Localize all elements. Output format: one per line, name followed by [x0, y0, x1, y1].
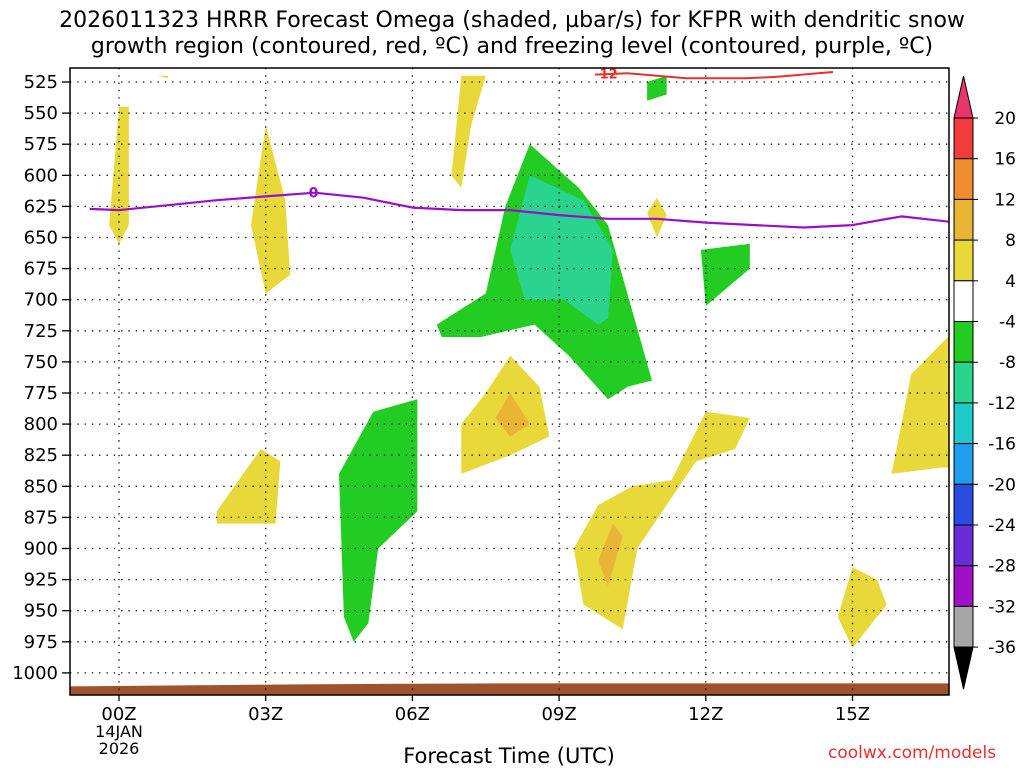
colorbar-label-neg32: -32: [988, 597, 1016, 617]
dgz-contour-label: -12: [594, 68, 618, 83]
omega-region-5: [216, 449, 281, 524]
y-tick-label-550: 550: [24, 103, 58, 124]
colorbar-label-neg28: -28: [988, 557, 1016, 577]
y-tick-label-625: 625: [24, 196, 58, 217]
y-tick-label-775: 775: [24, 383, 58, 404]
colorbar-segment-5: [953, 280, 974, 322]
y-tick-label-600: 600: [24, 165, 58, 186]
y-tick-label-700: 700: [24, 290, 58, 311]
colorbar-segment-4: [953, 239, 974, 282]
title-line-1: 2026011323 HRRR Forecast Omega (shaded, …: [59, 8, 965, 33]
y-tick-label-975: 975: [24, 632, 58, 653]
omega-region-4: [158, 75, 168, 79]
colorbar-segment-7: [953, 361, 974, 404]
omega-shaded-regions: [109, 75, 949, 648]
x-axis-title: Forecast Time (UTC): [403, 744, 615, 768]
freezing-level-label: 0: [309, 186, 319, 202]
colorbar-top-arrow: [953, 75, 974, 119]
freezing-level-line: [89, 191, 949, 229]
y-tick-label-1000: 1000: [12, 663, 58, 684]
colorbar-segment-2: [953, 158, 974, 200]
colorbar-segment-10: [953, 483, 974, 526]
y-tick-label-925: 925: [24, 570, 58, 591]
y-tick-label-875: 875: [24, 507, 58, 528]
x-tick-label-00Z: 00Z: [101, 704, 136, 725]
colorbar-segment-3: [953, 198, 974, 241]
x-date-label-2: 2026: [99, 739, 140, 758]
omega-region-3: [451, 75, 486, 188]
colorbar-label-8: 8: [1005, 231, 1016, 251]
colorbar-label-12: 12: [994, 190, 1016, 210]
y-tick-label-800: 800: [24, 414, 58, 435]
axes: 525 550 575 600 625 650 675 700 725 750 775 800 825 8…: [12, 67, 950, 758]
colorbar-segment-8: [953, 402, 974, 445]
omega-region-11: [495, 393, 530, 437]
colorbar: 20 16 12 8 4 -4 -8 -12 -16 -20 -24 -28 -32 -36: [953, 75, 1016, 690]
dgz-contour-line: [598, 71, 833, 80]
colorbar-label-16: 16: [994, 150, 1016, 170]
colorbar-label-neg24: -24: [988, 516, 1016, 536]
y-tick-label-575: 575: [24, 134, 58, 155]
y-tick-label-900: 900: [24, 539, 58, 560]
contour-lines: 0 -12: [89, 68, 949, 229]
colorbar-segment-6: [953, 321, 974, 363]
x-tick-label-09Z: 09Z: [541, 704, 576, 725]
colorbar-segment-13: [953, 605, 974, 648]
omega-region-12: [598, 523, 623, 586]
colorbar-label-neg8: -8: [999, 353, 1016, 373]
y-tick-label-525: 525: [24, 72, 58, 93]
colorbar-segment-1: [953, 117, 974, 160]
colorbar-segment-11: [953, 524, 974, 567]
omega-region-10: [837, 567, 887, 648]
plot-frame: [69, 67, 950, 696]
x-tick-label-03Z: 03Z: [248, 704, 283, 725]
y-tick-label-650: 650: [24, 228, 58, 249]
colorbar-label-20: 20: [994, 109, 1016, 129]
colorbar-label-neg12: -12: [988, 394, 1016, 414]
colorbar-label-neg20: -20: [988, 475, 1016, 495]
y-tick-label-725: 725: [24, 321, 58, 342]
x-tick-label-15Z: 15Z: [835, 704, 870, 725]
title-line-2: growth region (contoured, red, ºC) and f…: [90, 34, 934, 59]
y-tick-label-825: 825: [24, 445, 58, 466]
site-credit[interactable]: coolwx.com/models: [828, 743, 997, 763]
y-tick-label-950: 950: [24, 601, 58, 622]
y-tick-label-850: 850: [24, 476, 58, 497]
x-date-label-1: 14JAN: [95, 722, 143, 741]
omega-region-15: [700, 243, 750, 306]
omega-region-14: [647, 75, 667, 101]
omega-region-16: [339, 399, 418, 642]
colorbar-label-neg4: -4: [999, 313, 1016, 333]
y-tick-label-750: 750: [24, 352, 58, 373]
omega-region-2: [251, 125, 291, 294]
colorbar-segment-9: [953, 443, 974, 485]
x-tick-label-12Z: 12Z: [688, 704, 723, 725]
colorbar-label-neg16: -16: [988, 435, 1016, 455]
colorbar-label-neg36: -36: [988, 638, 1016, 658]
y-tick-label-675: 675: [24, 259, 58, 280]
colorbar-segment-12: [953, 565, 974, 607]
x-tick-label-06Z: 06Z: [395, 704, 430, 725]
terrain-band: [70, 683, 949, 695]
omega-region-9: [891, 335, 949, 474]
chart-title: 2026011323 HRRR Forecast Omega (shaded, …: [0, 8, 1024, 60]
colorbar-bottom-arrow: [953, 646, 974, 690]
grid-lines: [70, 68, 949, 695]
omega-region-8: [647, 197, 667, 238]
colorbar-label-4: 4: [1005, 272, 1016, 292]
omega-region-7: [573, 411, 750, 630]
terrain-layer: [70, 683, 949, 695]
